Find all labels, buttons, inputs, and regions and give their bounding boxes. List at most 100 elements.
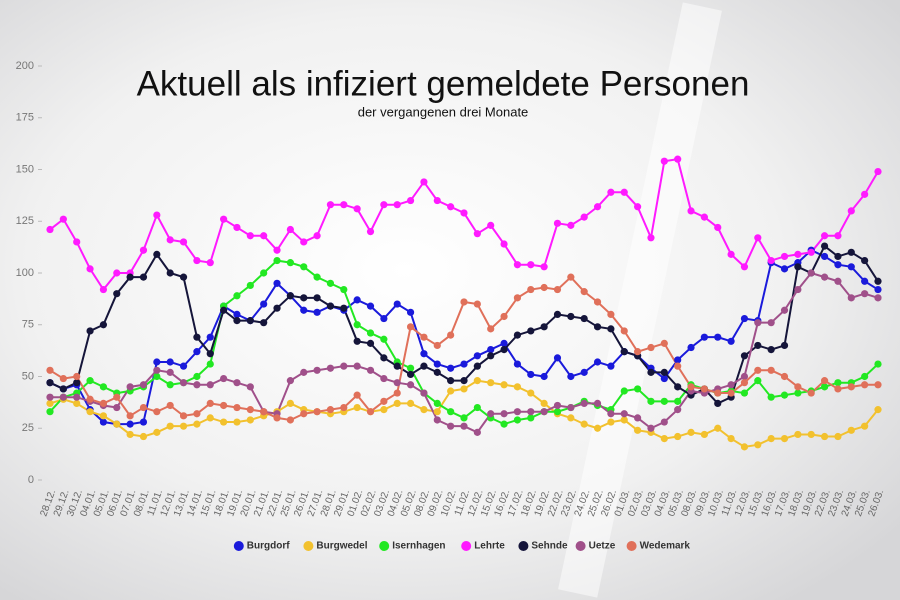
data-point [500,410,508,418]
data-point [567,312,575,321]
data-point [714,399,722,408]
data-point [206,399,214,408]
data-point [714,389,722,397]
data-point [179,273,188,281]
data-point [754,366,762,374]
data-point [73,372,81,381]
data-point [406,399,415,408]
data-point [740,314,749,323]
data-point [847,426,855,434]
data-point [794,263,802,271]
data-point [473,377,481,385]
data-point [179,238,188,246]
y-tick-label: 150 [16,163,34,175]
data-point [874,360,882,368]
data-point [326,201,335,209]
data-point [460,377,468,385]
legend-label: Wedemark [640,541,691,552]
data-point [754,377,762,385]
data-point [861,422,869,430]
data-point [780,372,789,381]
data-point [660,435,668,443]
data-point [553,408,562,416]
data-point [740,379,749,387]
data-point [714,223,722,232]
data-point [700,333,708,341]
data-point [406,308,415,316]
data-point [567,414,575,422]
data-point [820,273,829,281]
data-point [86,265,94,273]
data-point [246,281,254,290]
data-point [647,424,655,432]
data-point [700,213,708,221]
data-point [580,288,588,296]
data-point [754,341,762,350]
data-point [647,397,655,405]
data-point [313,366,321,374]
data-point [460,209,468,217]
data-point [740,372,749,381]
data-point [807,269,815,277]
data-point [460,360,468,368]
data-point [567,273,575,281]
data-point [260,269,268,277]
data-point [634,426,642,434]
data-point [260,232,268,240]
data-point [406,381,415,389]
data-point [607,410,615,418]
data-point [620,387,628,395]
data-point [447,203,455,211]
data-point [206,350,214,358]
data-point [273,256,281,265]
chart-title: Aktuell als infiziert gemeldete Personen [137,64,750,103]
data-point [380,335,388,343]
data-point [767,319,775,327]
data-point [206,333,214,341]
data-point [46,366,54,374]
data-point [634,348,642,356]
data-point [206,381,214,389]
data-point [473,428,481,436]
data-point [406,196,415,205]
legend-label: Uetze [589,541,616,552]
data-point [634,385,642,393]
data-point [246,232,254,240]
data-point [767,345,775,354]
data-point [580,368,588,376]
data-point [433,368,441,376]
data-point [193,256,201,265]
data-point [193,333,201,341]
data-point [59,393,67,401]
data-point [433,360,441,368]
data-point [580,399,588,408]
data-point [780,341,789,350]
data-point [553,401,562,410]
data-point [527,327,535,335]
data-point [607,188,615,196]
data-point [660,397,668,405]
data-point [340,403,348,412]
data-point [340,362,348,370]
data-point [139,403,148,412]
data-point [593,298,602,306]
data-point [647,234,655,242]
data-point [527,389,535,397]
data-point [46,225,54,234]
data-point [674,383,682,391]
data-point [113,393,121,401]
data-point [754,319,762,327]
data-point [447,377,455,385]
legend-label: Burgwedel [316,541,367,552]
data-point [861,190,869,198]
data-point [660,157,668,165]
data-point [740,389,749,397]
data-point [794,250,802,258]
data-point [834,277,842,285]
data-point [139,273,148,281]
data-point [861,381,869,389]
data-point [153,366,161,374]
data-point [780,265,789,273]
data-point [166,381,174,389]
data-point [153,250,161,258]
